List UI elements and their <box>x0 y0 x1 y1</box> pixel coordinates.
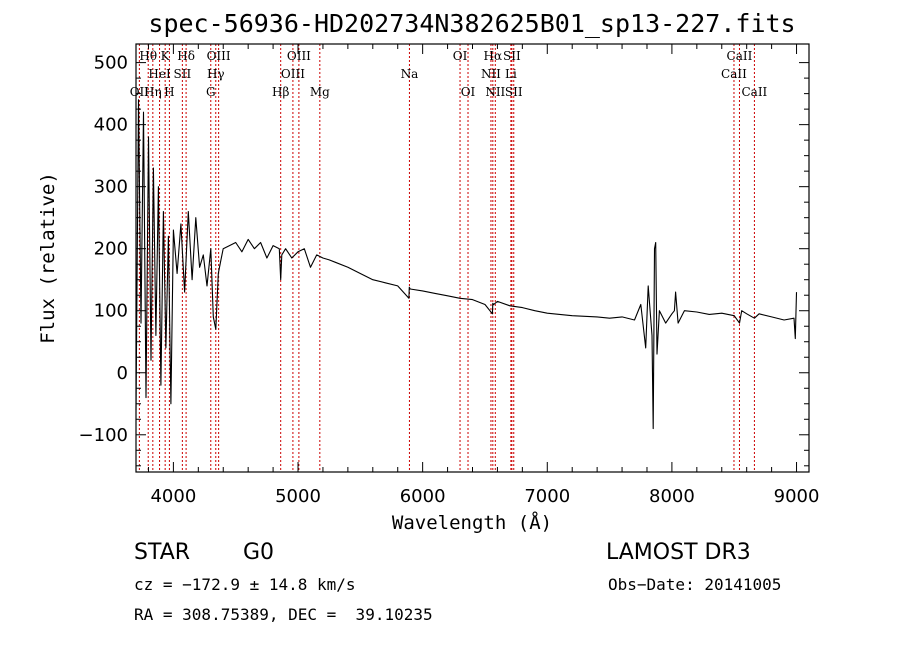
spectral-line-label: CaII <box>741 85 767 99</box>
spectral-line-label: K <box>161 49 171 63</box>
x-tick-label: 4000 <box>150 486 196 507</box>
spectral-line-label: OI <box>461 85 476 99</box>
spectral-line-label: H <box>164 85 174 99</box>
spectral-line-label: Hδ <box>177 49 195 63</box>
spectral-line-label: OII <box>130 85 150 99</box>
spectral-line-label: G <box>206 85 216 99</box>
spectral-line-label: Na <box>401 67 419 81</box>
y-tick-label: −100 <box>79 425 128 446</box>
spectral-line-label: SII <box>505 85 523 99</box>
object-class: STAR <box>134 540 191 565</box>
spectral-line-label: OIII <box>207 49 231 63</box>
spectral-line-label: Hα <box>484 49 503 63</box>
object-subclass: G0 <box>243 540 275 565</box>
survey-name: LAMOST DR3 <box>606 540 751 565</box>
spectral-line-label: OIII <box>287 49 311 63</box>
spectral-line-label: CaII <box>727 49 753 63</box>
x-tick-label: 9000 <box>774 486 820 507</box>
spectral-line-markers <box>138 44 755 472</box>
spectral-line-label: HeI <box>148 67 171 81</box>
x-axis: 4000 5000 6000 7000 8000 9000 <box>147 44 820 507</box>
series-flux <box>135 99 798 430</box>
y-tick-label: 0 <box>117 363 128 384</box>
spectral-line-label: SII <box>174 67 192 81</box>
coordinates: RA = 308.75389, DEC = 39.10235 <box>134 605 433 624</box>
redshift-velocity: cz = −172.9 ± 14.8 km/s <box>134 575 356 594</box>
x-axis-label: Wavelength (Å) <box>392 511 552 534</box>
y-tick-label: 400 <box>94 115 128 136</box>
spectral-line-label: Li <box>505 67 517 81</box>
series-group <box>135 99 798 430</box>
x-tick-label: 8000 <box>649 486 695 507</box>
y-axis-label: Flux (relative) <box>37 172 59 344</box>
y-axis: −100 0 100 200 300 400 500 <box>79 53 809 467</box>
spectral-line-label: NII <box>481 67 501 81</box>
spectral-line-label: SII <box>503 49 521 63</box>
spectral-line-label: Hγ <box>207 67 225 81</box>
y-tick-label: 300 <box>94 177 128 198</box>
spectral-line-label: Mg <box>310 85 330 99</box>
chart-title: spec-56936-HD202734N382625B01_sp13-227.f… <box>148 9 795 38</box>
observation-date: Obs−Date: 20141005 <box>608 575 782 594</box>
spectral-line-label: Hβ <box>272 85 289 99</box>
y-tick-label: 200 <box>94 239 128 260</box>
x-tick-label: 7000 <box>524 486 570 507</box>
spectral-line-label: Hη <box>144 85 162 99</box>
x-tick-label: 5000 <box>275 486 321 507</box>
spectral-line-label: Hθ <box>139 49 157 63</box>
spectral-line-labels: OIIHθHηHeIKHSIIHδGHγOIIIHβOIIIOIIIMgNaOI… <box>130 49 768 99</box>
plot-frame <box>135 43 810 473</box>
spectral-line-label: NII <box>485 85 505 99</box>
y-tick-label: 500 <box>94 53 128 74</box>
spectral-line-label: CaII <box>721 67 747 81</box>
spectral-line-label: OIII <box>281 67 305 81</box>
spectral-line-label: OI <box>453 49 468 63</box>
x-tick-label: 6000 <box>400 486 446 507</box>
y-tick-label: 100 <box>94 301 128 322</box>
